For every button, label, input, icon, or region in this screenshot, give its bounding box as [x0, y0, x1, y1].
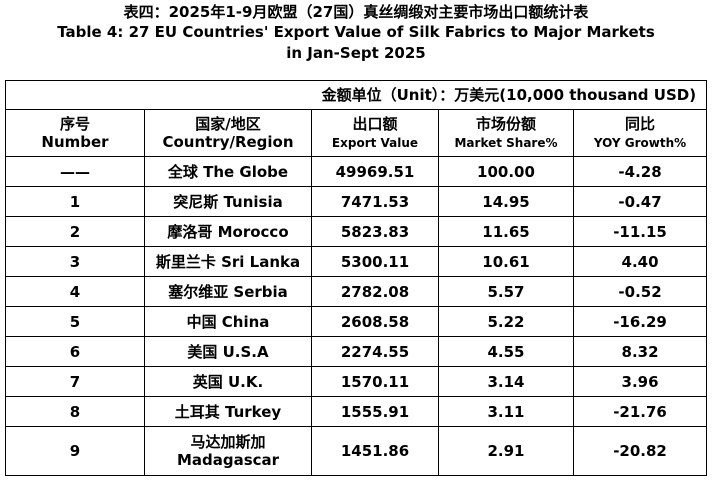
cell-number: 5 [5, 306, 145, 337]
cell-number: 8 [5, 396, 145, 427]
cell-market-share: 4.55 [438, 336, 574, 367]
cell-export-value: 5823.83 [311, 216, 439, 247]
header-country-en: Country/Region [162, 133, 294, 151]
cell-market-share: 10.61 [438, 246, 574, 277]
cell-yoy: -0.47 [572, 186, 708, 217]
cell-yoy: 4.40 [572, 246, 708, 277]
header-export-value: 出口额 Export Value [311, 109, 439, 157]
cell-export-value: 2608.58 [311, 306, 439, 337]
title-chinese: 表四：2025年1-9月欧盟（27国）真丝绸缎对主要市场出口额统计表 [123, 3, 589, 21]
cell-country-cn: 马达加斯加 [190, 433, 266, 451]
cell-number: 1 [5, 186, 145, 217]
cell-market-share: 3.14 [438, 366, 574, 397]
header-yoy: 同比 YOY Growth% [572, 109, 708, 157]
table-row: 5 中国 China 2608.58 5.22 -16.29 [5, 306, 708, 337]
unit-label: 金额单位（Unit）：万美元(10,000 thousand USD) [4, 80, 708, 110]
cell-number: 3 [5, 246, 145, 277]
header-export-value-cn: 出口额 [352, 114, 398, 133]
header-market-share-cn: 市场份额 [475, 114, 536, 133]
cell-market-share: 100.00 [438, 156, 574, 187]
cell-country: 美国 U.S.A [144, 336, 312, 367]
table-row: 6 美国 U.S.A 2274.55 4.55 8.32 [5, 336, 708, 367]
cell-yoy: -11.15 [572, 216, 708, 247]
cell-country: 英国 U.K. [144, 366, 312, 397]
header-number-en: Number [41, 133, 109, 151]
cell-export-value: 49969.51 [311, 156, 439, 187]
header-market-share-en: Market Share% [454, 135, 558, 150]
cell-yoy: -20.82 [572, 426, 708, 476]
header-market-share: 市场份额 Market Share% [438, 109, 574, 157]
cell-market-share: 11.65 [438, 216, 574, 247]
table-row: 4 塞尔维亚 Serbia 2782.08 5.57 -0.52 [5, 276, 708, 307]
header-row: 序号 Number 国家/地区 Country/Region 出口额 Export V… [5, 109, 708, 157]
cell-export-value: 1570.11 [311, 366, 439, 397]
cell-export-value: 1451.86 [311, 426, 439, 476]
table-title: 表四：2025年1-9月欧盟（27国）真丝绸缎对主要市场出口额统计表 Table… [0, 0, 712, 64]
cell-number: 6 [5, 336, 145, 367]
table-row: 9 马达加斯加 Madagascar 1451.86 2.91 -20.82 [5, 426, 708, 476]
header-yoy-cn: 同比 [625, 114, 656, 133]
cell-country: 中国 China [144, 306, 312, 337]
table-row: 1 突尼斯 Tunisia 7471.53 14.95 -0.47 [5, 186, 708, 217]
cell-yoy: -4.28 [572, 156, 708, 187]
cell-export-value: 5300.11 [311, 246, 439, 277]
header-country-cn: 国家/地区 [195, 115, 261, 133]
cell-country: 摩洛哥 Morocco [144, 216, 312, 247]
cell-export-value: 2782.08 [311, 276, 439, 307]
cell-yoy: 8.32 [572, 336, 708, 367]
cell-country: 斯里兰卡 Sri Lanka [144, 246, 312, 277]
cell-country-en: Madagascar [176, 451, 280, 469]
cell-number: 4 [5, 276, 145, 307]
cell-number: 9 [5, 426, 145, 476]
cell-yoy: 3.96 [572, 366, 708, 397]
header-yoy-en: YOY Growth% [593, 135, 687, 150]
cell-country: 马达加斯加 Madagascar [144, 426, 312, 476]
export-table: 金额单位（Unit）：万美元(10,000 thousand USD) 序号 Nu… [4, 80, 708, 476]
cell-country: 土耳其 Turkey [144, 396, 312, 427]
header-number: 序号 Number [5, 109, 145, 157]
table-row: 8 土耳其 Turkey 1555.91 3.11 -21.76 [5, 396, 708, 427]
cell-market-share: 5.57 [438, 276, 574, 307]
table-row: 2 摩洛哥 Morocco 5823.83 11.65 -11.15 [5, 216, 708, 247]
cell-number: —— [5, 156, 145, 187]
cell-export-value: 1555.91 [311, 396, 439, 427]
title-english-line2: in Jan-Sept 2025 [286, 44, 426, 62]
table-row: —— 全球 The Globe 49969.51 100.00 -4.28 [5, 156, 708, 187]
cell-number: 7 [5, 366, 145, 397]
cell-market-share: 3.11 [438, 396, 574, 427]
header-export-value-en: Export Value [331, 135, 419, 150]
cell-yoy: -16.29 [572, 306, 708, 337]
cell-number: 2 [5, 216, 145, 247]
cell-market-share: 14.95 [438, 186, 574, 217]
cell-country: 突尼斯 Tunisia [144, 186, 312, 217]
title-english-line1: Table 4: 27 EU Countries' Export Value o… [57, 23, 655, 41]
cell-export-value: 7471.53 [311, 186, 439, 217]
header-country: 国家/地区 Country/Region [144, 109, 312, 157]
table-row: 3 斯里兰卡 Sri Lanka 5300.11 10.61 4.40 [5, 246, 708, 277]
cell-market-share: 2.91 [438, 426, 574, 476]
cell-country: 塞尔维亚 Serbia [144, 276, 312, 307]
cell-yoy: -21.76 [572, 396, 708, 427]
header-number-cn: 序号 [59, 115, 90, 133]
cell-market-share: 5.22 [438, 306, 574, 337]
table-row: 7 英国 U.K. 1570.11 3.14 3.96 [5, 366, 708, 397]
cell-yoy: -0.52 [572, 276, 708, 307]
unit-row: 金额单位（Unit）：万美元(10,000 thousand USD) [4, 80, 708, 110]
cell-country: 全球 The Globe [144, 156, 312, 187]
cell-export-value: 2274.55 [311, 336, 439, 367]
